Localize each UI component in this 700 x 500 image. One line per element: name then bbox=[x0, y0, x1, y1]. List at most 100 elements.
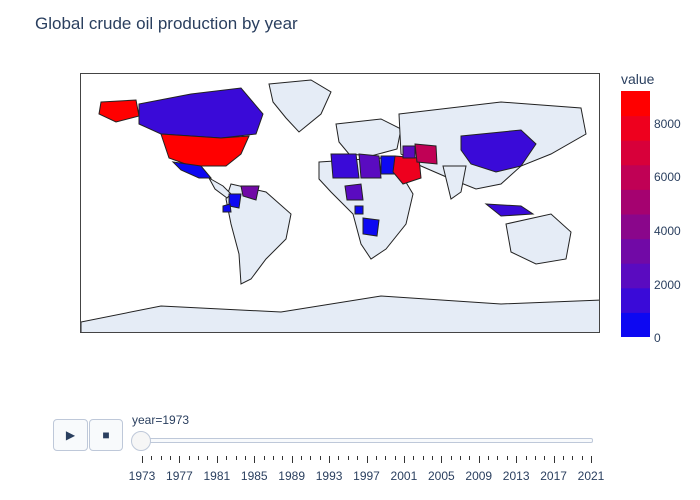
region-iraq[interactable] bbox=[402, 145, 416, 159]
slider-tick bbox=[179, 456, 181, 463]
land-australia[interactable] bbox=[505, 213, 572, 265]
slider-tick-label[interactable]: 1997 bbox=[353, 469, 380, 483]
slider-tick bbox=[151, 456, 153, 460]
play-icon: ▶ bbox=[65, 428, 76, 442]
slider-tick bbox=[338, 456, 340, 460]
colorbar-segment bbox=[621, 214, 650, 240]
land-south-america[interactable] bbox=[225, 183, 292, 285]
slider-tick bbox=[422, 456, 424, 460]
region-colombia[interactable] bbox=[228, 193, 242, 209]
slider-tick bbox=[534, 456, 536, 460]
slider-tick bbox=[562, 456, 564, 460]
land-central-america[interactable] bbox=[207, 176, 232, 199]
slider-tick bbox=[591, 456, 592, 463]
slider-tick bbox=[441, 456, 443, 463]
slider-tick-label[interactable]: 2013 bbox=[502, 469, 530, 483]
slider-tick bbox=[460, 456, 462, 460]
slider-tick-label[interactable]: 1985 bbox=[240, 469, 268, 483]
slider-tick bbox=[170, 456, 172, 460]
colorbar-tick: 6000 bbox=[654, 170, 681, 184]
colorbar-segment bbox=[621, 312, 650, 337]
colorbar-segment bbox=[621, 287, 650, 313]
slider-tick bbox=[188, 456, 190, 460]
slider-tick-label[interactable]: 1981 bbox=[203, 469, 231, 483]
stop-icon: ■ bbox=[102, 428, 110, 442]
colorbar-segment bbox=[621, 263, 650, 289]
slider-tick bbox=[497, 456, 499, 460]
slider-tick bbox=[469, 456, 471, 460]
slider-tick bbox=[394, 456, 396, 460]
slider-tick-label[interactable]: 1989 bbox=[278, 469, 306, 483]
slider-tick bbox=[572, 456, 574, 460]
slider-tick bbox=[226, 456, 228, 460]
slider-tick bbox=[301, 456, 303, 460]
slider-tick bbox=[516, 456, 518, 463]
slider-tick-label[interactable]: 2021 bbox=[577, 469, 605, 483]
colorbar-segment bbox=[621, 189, 650, 215]
region-gabon[interactable] bbox=[354, 205, 364, 215]
slider-tick bbox=[478, 456, 480, 463]
slider-tick bbox=[525, 456, 527, 460]
colorbar-tick: 2000 bbox=[654, 278, 681, 292]
colorbar-tick: 8000 bbox=[654, 117, 681, 131]
region-venezuela[interactable] bbox=[240, 185, 260, 201]
slider-tick bbox=[431, 456, 433, 460]
slider-tick-label[interactable]: 1977 bbox=[166, 469, 193, 483]
slider-tick bbox=[207, 456, 209, 460]
colorbar-tick: 4000 bbox=[654, 224, 681, 238]
slider-tick-label[interactable]: 2001 bbox=[390, 469, 418, 483]
region-mexico[interactable] bbox=[171, 161, 213, 179]
land-india[interactable] bbox=[442, 165, 467, 200]
region-canada[interactable] bbox=[138, 87, 264, 139]
chart-title: Global crude oil production by year bbox=[35, 14, 298, 33]
region-angola[interactable] bbox=[362, 217, 380, 237]
slider-tick bbox=[216, 456, 218, 463]
colorbar-segment bbox=[621, 238, 650, 264]
slider-tick bbox=[366, 456, 368, 463]
slider-handle[interactable] bbox=[131, 431, 151, 451]
region-china[interactable] bbox=[460, 129, 537, 173]
slider-tick bbox=[160, 456, 162, 460]
slider-tick bbox=[450, 456, 452, 460]
region-alaska[interactable] bbox=[98, 99, 140, 123]
slider-tick bbox=[291, 456, 293, 463]
slider-tick-label[interactable]: 2005 bbox=[427, 469, 455, 483]
land-layer bbox=[81, 79, 600, 333]
slider-tick-label[interactable]: 2009 bbox=[465, 469, 493, 483]
slider-tick-label[interactable]: 1993 bbox=[315, 469, 343, 483]
slider-tick bbox=[244, 456, 246, 460]
slider-tick bbox=[413, 456, 415, 460]
region-iran[interactable] bbox=[414, 143, 438, 165]
slider-tick bbox=[506, 456, 508, 460]
land-greenland[interactable] bbox=[268, 79, 332, 133]
play-button[interactable]: ▶ bbox=[53, 419, 88, 451]
stop-button[interactable]: ■ bbox=[89, 419, 123, 451]
colorbar bbox=[621, 91, 650, 337]
slider-tick bbox=[488, 456, 490, 460]
land-antarctica[interactable] bbox=[81, 295, 600, 333]
region-nigeria[interactable] bbox=[344, 183, 364, 201]
colorbar-segment bbox=[621, 115, 650, 141]
slider-tick bbox=[544, 456, 546, 460]
slider-tick bbox=[553, 456, 555, 463]
colorbar-title: value bbox=[621, 71, 655, 87]
slider-tick-label[interactable]: 1973 bbox=[128, 469, 156, 483]
slider-tick bbox=[385, 456, 387, 460]
slider-tick bbox=[254, 456, 256, 463]
slider-rail[interactable] bbox=[142, 438, 593, 443]
colorbar-segment bbox=[621, 164, 650, 190]
region-libya[interactable] bbox=[358, 153, 382, 179]
slider-tick bbox=[235, 456, 237, 460]
slider-tick-label[interactable]: 2017 bbox=[540, 469, 567, 483]
region-algeria[interactable] bbox=[330, 153, 360, 179]
slider-tick bbox=[310, 456, 312, 460]
land-europe[interactable] bbox=[335, 118, 402, 157]
slider-tick bbox=[282, 456, 284, 460]
region-layer bbox=[98, 87, 537, 237]
region-indonesia[interactable] bbox=[484, 203, 535, 217]
slider-tick bbox=[198, 456, 200, 460]
world-map[interactable] bbox=[80, 73, 600, 333]
slider-tick bbox=[357, 456, 359, 460]
region-united-states[interactable] bbox=[160, 133, 250, 167]
region-ecuador[interactable] bbox=[222, 203, 232, 213]
